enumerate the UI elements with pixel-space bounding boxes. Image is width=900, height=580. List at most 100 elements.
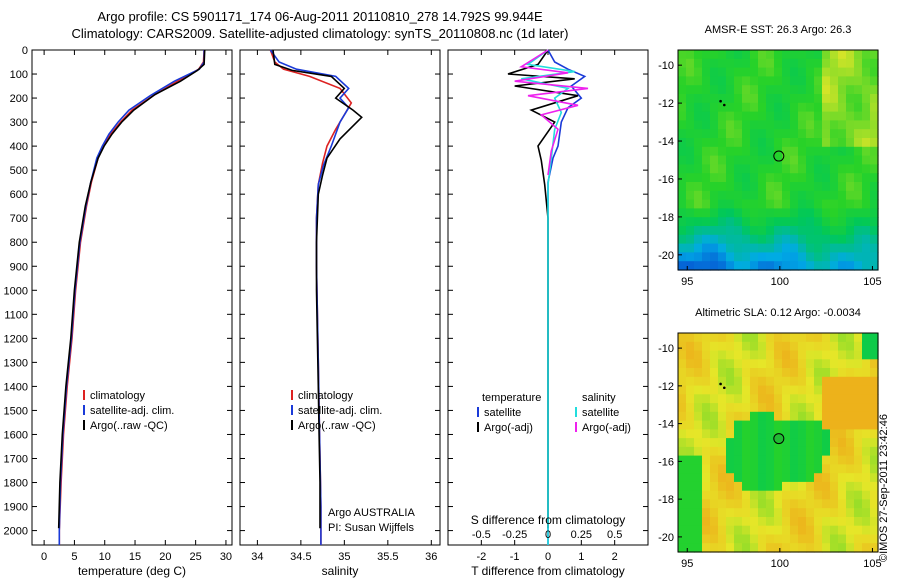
track-point — [722, 103, 726, 107]
x-tick-label: 10 — [99, 551, 111, 563]
legend-label: climatology — [298, 390, 354, 402]
heatmap-field — [678, 50, 879, 271]
y-tick-label: 1100 — [4, 309, 28, 321]
panel-difference: -2 -1 0 1 2T difference from climatology -0.5… — [447, 49, 649, 578]
legend-label: satellite-adj. clim. — [298, 405, 382, 417]
x-tick-label: 35.5 — [377, 551, 398, 563]
x-tick-label: 105 — [863, 558, 881, 570]
x-tick-label: 20 — [159, 551, 171, 563]
page-subtitle: Climatology: CARS2009. Satellite-adjuste… — [71, 26, 569, 41]
top-tick-label: -0.25 — [502, 529, 527, 541]
top-tick-label: -0.5 — [472, 529, 491, 541]
y-tick-label: -12 — [658, 98, 674, 110]
y-tick-label: 400 — [10, 141, 28, 153]
y-tick-label: 1000 — [4, 285, 28, 297]
y-tick-label: 200 — [10, 93, 28, 105]
x-axis-label: temperature (deg C) — [78, 564, 186, 578]
legend-label: Argo(..raw -QC) — [90, 420, 168, 432]
heatmap-field — [678, 333, 879, 553]
x-tick-label: 36 — [425, 551, 437, 563]
x-tick-label: 15 — [129, 551, 141, 563]
argo-position-marker — [773, 150, 785, 162]
legend-label: satellite — [484, 407, 521, 419]
y-tick-label: 1600 — [4, 429, 28, 441]
legend-label: Argo(-adj) — [484, 422, 533, 434]
x-tick-label: 30 — [220, 551, 232, 563]
annotation-text: Argo AUSTRALIA — [328, 507, 415, 519]
y-tick-label: 1300 — [4, 357, 28, 369]
series-line-2 — [272, 49, 363, 529]
legend-label: satellite — [582, 407, 619, 419]
legend-label: climatology — [90, 390, 146, 402]
y-tick-label: 1200 — [4, 333, 28, 345]
y-tick-label: -12 — [658, 381, 674, 393]
series-line-3 — [514, 49, 589, 176]
map-title: Altimetric SLA: 0.12 Argo: -0.0034 — [695, 307, 861, 319]
y-tick-label: 900 — [10, 261, 28, 273]
y-tick-label: -16 — [658, 456, 674, 468]
track-point — [722, 386, 726, 390]
plot-frame — [31, 49, 233, 546]
y-tick-label: 1800 — [4, 478, 28, 490]
legend-label: Argo(..raw -QC) — [298, 420, 376, 432]
panel-map_sst: 95 100 105 -10 -12 -14 -16 -18 -20 AMSR-E SST: 26… — [658, 24, 882, 288]
series-line-2 — [521, 49, 575, 545]
plot-frame — [677, 332, 879, 553]
y-tick-label: 500 — [10, 165, 28, 177]
y-tick-label: -18 — [658, 494, 674, 506]
x-tick-label: 34.5 — [290, 551, 311, 563]
y-tick-label: 0 — [22, 45, 28, 57]
y-tick-label: -16 — [658, 174, 674, 186]
y-tick-label: 300 — [10, 117, 28, 129]
copyright-text: ©IMOS 27-Sep-2011 23:42:46 — [878, 414, 890, 562]
map-title: AMSR-E SST: 26.3 Argo: 26.3 — [705, 24, 852, 36]
legend-group-title: temperature — [482, 392, 541, 404]
x-tick-label: -2 — [476, 551, 486, 563]
x-tick-label: 5 — [71, 551, 77, 563]
x-tick-label: 0 — [41, 551, 47, 563]
argo-position-marker — [773, 433, 785, 445]
panel-map_sla: 95 100 105 -10 -12 -14 -16 -18 -20 Altimetric SLA… — [658, 307, 882, 570]
y-tick-label: 1500 — [4, 405, 28, 417]
top-tick-label: 0.25 — [571, 529, 592, 541]
x-axis-label: T difference from climatology — [471, 564, 625, 578]
x-tick-label: 25 — [190, 551, 202, 563]
plot-frame — [239, 49, 441, 546]
panel-temperature: 0 5 10 15 20 25 300100200300400500600700800900… — [4, 45, 233, 578]
x-tick-label: -1 — [510, 551, 520, 563]
x-tick-label: 100 — [771, 276, 789, 288]
y-tick-label: 1700 — [4, 453, 28, 465]
x-tick-label: 100 — [771, 558, 789, 570]
y-tick-label: -14 — [658, 136, 674, 148]
legend-label: Argo(-adj) — [582, 422, 631, 434]
x-tick-label: 35 — [338, 551, 350, 563]
panel-salinity: 34 34.5 35 35.5 36 salinity climatology satelli… — [239, 49, 441, 578]
x-tick-label: 1 — [578, 551, 584, 563]
x-tick-label: 0 — [545, 551, 551, 563]
copyright-stamp: ©IMOS 27-Sep-2011 23:42:46 — [878, 274, 894, 574]
y-tick-label: -10 — [658, 343, 674, 355]
y-tick-label: 1400 — [4, 381, 28, 393]
top-tick-label: 0.5 — [607, 529, 622, 541]
x-tick-label: 105 — [863, 276, 881, 288]
y-tick-label: 2000 — [4, 526, 28, 538]
y-tick-label: -10 — [658, 60, 674, 72]
x-tick-label: 34 — [251, 551, 263, 563]
top-axis-label: S difference from climatology — [471, 513, 626, 527]
y-tick-label: 100 — [10, 69, 28, 81]
series-line-2 — [57, 49, 206, 529]
y-tick-label: -14 — [658, 419, 674, 431]
legend-group-title: salinity — [582, 392, 616, 404]
y-tick-label: -18 — [658, 212, 674, 224]
top-tick-label: 0 — [545, 529, 551, 541]
y-tick-label: 700 — [10, 213, 28, 225]
y-tick-label: -20 — [658, 532, 674, 544]
y-tick-label: -20 — [658, 250, 674, 262]
legend-label: satellite-adj. clim. — [90, 405, 174, 417]
x-tick-label: 95 — [681, 276, 693, 288]
page-title: Argo profile: CS 5901171_174 06-Aug-2011… — [97, 9, 543, 24]
y-tick-label: 1900 — [4, 502, 28, 514]
y-tick-label: 800 — [10, 237, 28, 249]
x-axis-label: salinity — [322, 564, 359, 578]
